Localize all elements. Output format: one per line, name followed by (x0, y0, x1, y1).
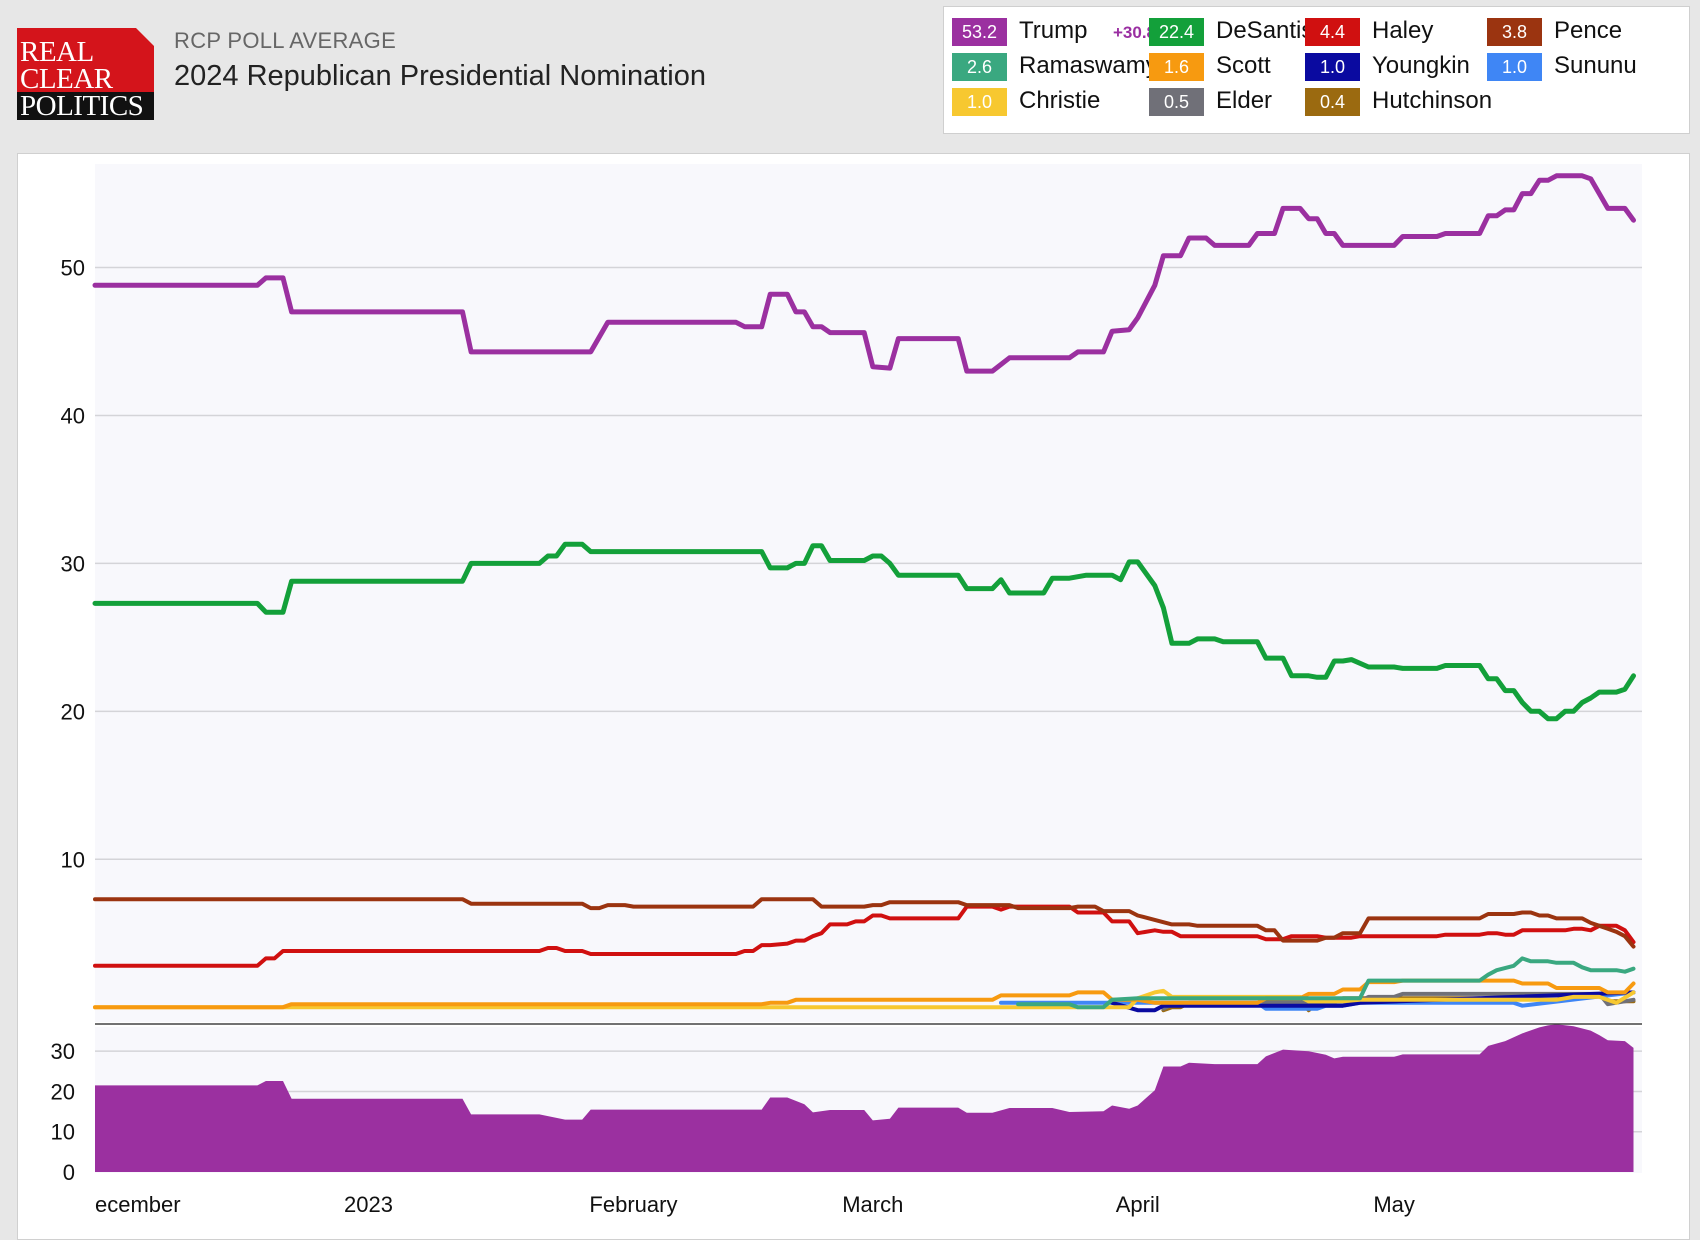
y-tick-label: 10 (61, 847, 85, 872)
x-tick-label: 2023 (344, 1192, 393, 1217)
x-tick-label: May (1373, 1192, 1415, 1217)
y-tick-label: 50 (61, 256, 85, 281)
chart-title: 2024 Republican Presidential Nomination (174, 60, 706, 92)
legend-candidate-name: Pence (1554, 17, 1623, 44)
legend-value-badge: 1.6 (1149, 53, 1204, 81)
legend-spread-value: +30.8 (1113, 23, 1157, 42)
legend-candidate-name: Elder (1216, 87, 1273, 114)
legend-candidate-name: Trump (1019, 17, 1088, 44)
x-tick-label: ecember (95, 1192, 181, 1217)
series-line-youngkin[interactable] (1110, 990, 1636, 1013)
legend-candidate-name: Sununu (1554, 52, 1637, 79)
legend-candidate-name: Hutchinson (1372, 87, 1493, 114)
legend-candidate-name: Haley (1372, 17, 1434, 44)
legend-value-badge: 53.2 (952, 18, 1007, 46)
legend-value-badge: 1.0 (1487, 53, 1542, 81)
logo-word-1: REAL (20, 36, 94, 68)
poll-average-chart[interactable]: 10 20 30 40 50 0 10 20 30 ecember 2023 February Marc… (18, 154, 1689, 1239)
legend-value-badge: 0.5 (1149, 88, 1204, 116)
x-tick-label: April (1116, 1192, 1160, 1217)
logo-word-2: CLEAR (20, 63, 113, 95)
legend-value-badge: 1.0 (952, 88, 1007, 116)
legend-value-badge: 1.0 (1305, 53, 1360, 81)
legend-candidate-name: DeSantis (1216, 17, 1314, 44)
candidate-legend: 53.2 Trump +30.8 22.4 DeSantis 4.4 Haley 3.8 Pen… (943, 6, 1690, 134)
chart-panel: 10 20 30 40 50 0 10 20 30 ecember 2023 February Marc… (17, 153, 1690, 1240)
legend-value-badge: 22.4 (1149, 18, 1204, 46)
legend-value-badge: 0.4 (1305, 88, 1360, 116)
series-line-desantis[interactable] (92, 541, 1636, 722)
logo-word-3: POLITICS (17, 92, 154, 120)
legend-candidate-name: Christie (1019, 87, 1101, 114)
legend-candidate-name: Youngkin (1372, 52, 1470, 79)
series-line-ramaswamy[interactable] (1016, 956, 1636, 1010)
trump-spread-area[interactable] (95, 1024, 1634, 1172)
logo-corner-fold (136, 28, 154, 46)
chart-subtitle: RCP POLL AVERAGE (174, 28, 397, 53)
series-line-pence[interactable] (93, 897, 1636, 949)
spread-y-tick-label: 30 (51, 1039, 75, 1064)
x-tick-label: February (589, 1192, 677, 1217)
spread-y-tick-label: 20 (51, 1079, 75, 1104)
spread-y-tick-label: 10 (51, 1120, 75, 1145)
rcp-logo[interactable]: REAL CLEAR POLITICS (17, 28, 154, 120)
legend-candidate-name: Scott (1216, 52, 1271, 79)
main-plot-background (95, 164, 1642, 1022)
legend-value-badge: 3.8 (1487, 18, 1542, 46)
series-line-trump[interactable] (92, 173, 1636, 374)
y-tick-label: 40 (61, 403, 85, 428)
chart-header: REAL CLEAR POLITICS RCP POLL AVERAGE 202… (0, 0, 1700, 150)
spread-y-tick-label: 0 (63, 1160, 75, 1185)
legend-value-badge: 4.4 (1305, 18, 1360, 46)
x-tick-label: March (842, 1192, 903, 1217)
legend-candidate-name: Ramaswamy (1019, 52, 1158, 79)
y-tick-label: 20 (61, 699, 85, 724)
legend-value-badge: 2.6 (952, 53, 1007, 81)
y-tick-label: 30 (61, 551, 85, 576)
